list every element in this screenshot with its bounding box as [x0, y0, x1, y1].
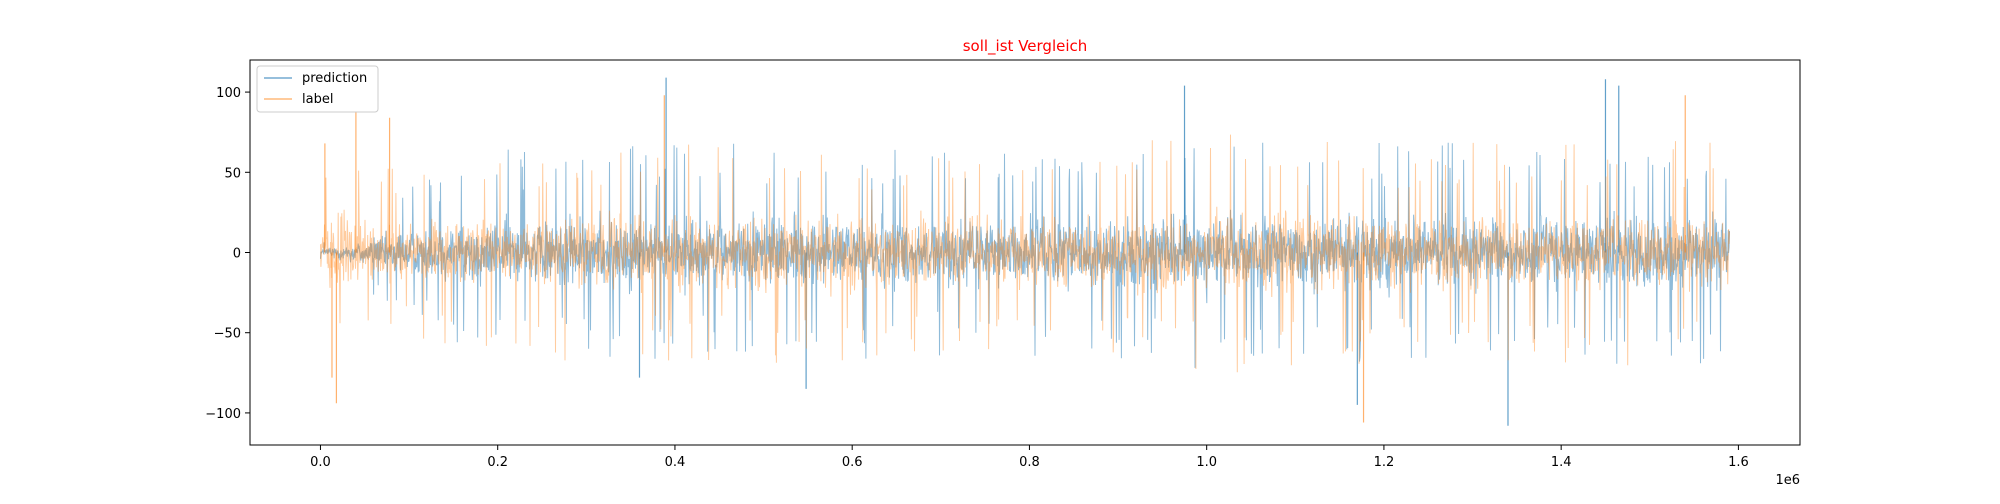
legend-label-prediction: prediction: [302, 71, 367, 86]
legend-label-label: label: [302, 92, 333, 107]
x-tick-label: 1.4: [1551, 455, 1572, 470]
y-tick-label: 100: [216, 86, 241, 101]
y-axis: −100 −50 0 50 100: [205, 86, 250, 422]
x-axis-offset-label: 1e6: [1775, 473, 1800, 488]
chart-title: soll_ist Vergleich: [963, 37, 1088, 56]
x-tick-label: 1.6: [1728, 455, 1749, 470]
x-tick-label: 0.0: [310, 455, 331, 470]
y-tick-label: 50: [224, 166, 241, 181]
x-tick-label: 1.0: [1196, 455, 1217, 470]
x-tick-label: 0.6: [842, 455, 863, 470]
series-line-label: [320, 134, 1730, 373]
y-tick-label: −50: [214, 327, 241, 342]
x-tick-label: 0.2: [487, 455, 508, 470]
x-tick-label: 1.2: [1374, 455, 1395, 470]
series-prediction: [320, 77, 1730, 426]
series-layer: [320, 77, 1730, 426]
series-label: [320, 95, 1730, 423]
y-tick-label: −100: [205, 407, 241, 422]
x-tick-label: 0.8: [1019, 455, 1040, 470]
x-tick-label: 0.4: [665, 455, 686, 470]
legend: prediction label: [256, 65, 379, 113]
y-tick-label: 0: [233, 247, 241, 262]
x-axis: 0.0 0.2 0.4 0.6 0.8 1.0 1.2 1.4 1.6: [310, 445, 1749, 470]
series-line-prediction: [320, 142, 1730, 368]
